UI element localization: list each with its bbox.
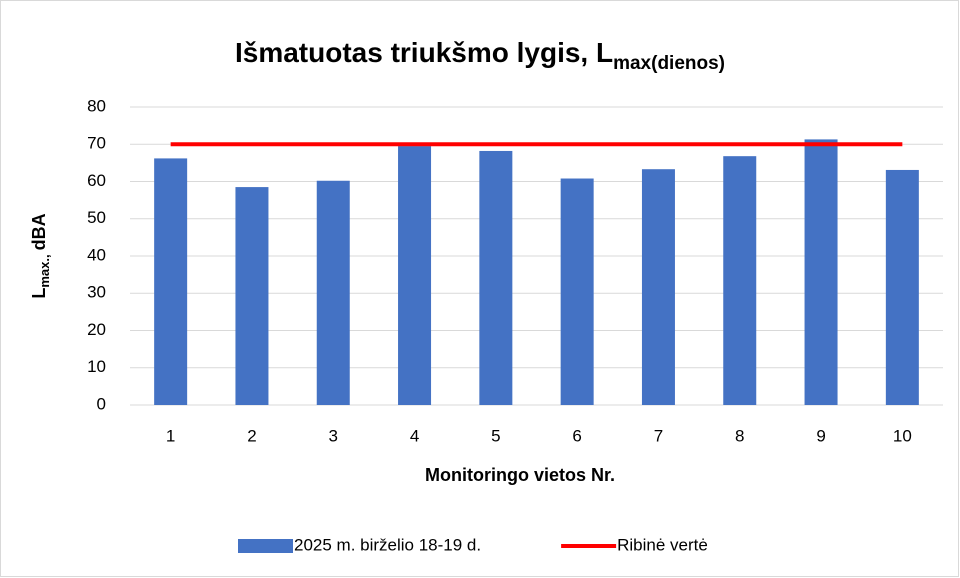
legend-swatch (238, 539, 293, 553)
x-tick-label: 7 (654, 426, 663, 445)
bar (398, 146, 432, 406)
y-tick-label: 30 (87, 283, 106, 302)
x-tick-label: 8 (735, 426, 744, 445)
title-main: Išmatuotas triukšmo lygis, L (235, 37, 613, 68)
x-tick-label: 5 (491, 426, 500, 445)
x-tick-label: 9 (816, 426, 825, 445)
x-tick-label: 1 (166, 426, 175, 445)
y-tick-label: 10 (87, 357, 106, 376)
bar (560, 178, 594, 405)
bar (641, 169, 675, 405)
x-tick-label: 10 (893, 426, 912, 445)
x-tick-label: 4 (410, 426, 419, 445)
y-tick-label: 60 (87, 171, 106, 190)
bar (235, 187, 269, 405)
x-axis-title: Monitoringo vietos Nr. (425, 465, 615, 485)
y-tick-label: 50 (87, 208, 106, 227)
y-tick-label: 80 (87, 96, 106, 115)
title-subscript: max(dienos) (613, 53, 725, 74)
chart-title: Išmatuotas triukšmo lygis, Lmax(dienos) (235, 37, 725, 74)
y-tick-label: 70 (87, 134, 106, 153)
legend-label: Ribinė vertė (617, 535, 708, 554)
bar (885, 169, 919, 405)
legend-label: 2025 m. birželio 18-19 d. (294, 535, 481, 554)
y-tick-label: 0 (97, 394, 106, 413)
y-title-unit: dBA (29, 213, 49, 250)
x-tick-label: 3 (329, 426, 338, 445)
y-tick-label: 20 (87, 320, 106, 339)
x-tick-label: 2 (247, 426, 256, 445)
y-axis-title: Lmax., dBA (29, 213, 53, 298)
bar (154, 158, 188, 405)
bar (479, 150, 513, 405)
y-title-main: L (29, 288, 49, 299)
bar (804, 139, 838, 405)
y-tick-label: 40 (87, 245, 106, 264)
x-tick-label: 6 (572, 426, 581, 445)
bar (723, 156, 757, 405)
y-title-subscript: max., (37, 254, 52, 287)
bar (316, 180, 350, 405)
